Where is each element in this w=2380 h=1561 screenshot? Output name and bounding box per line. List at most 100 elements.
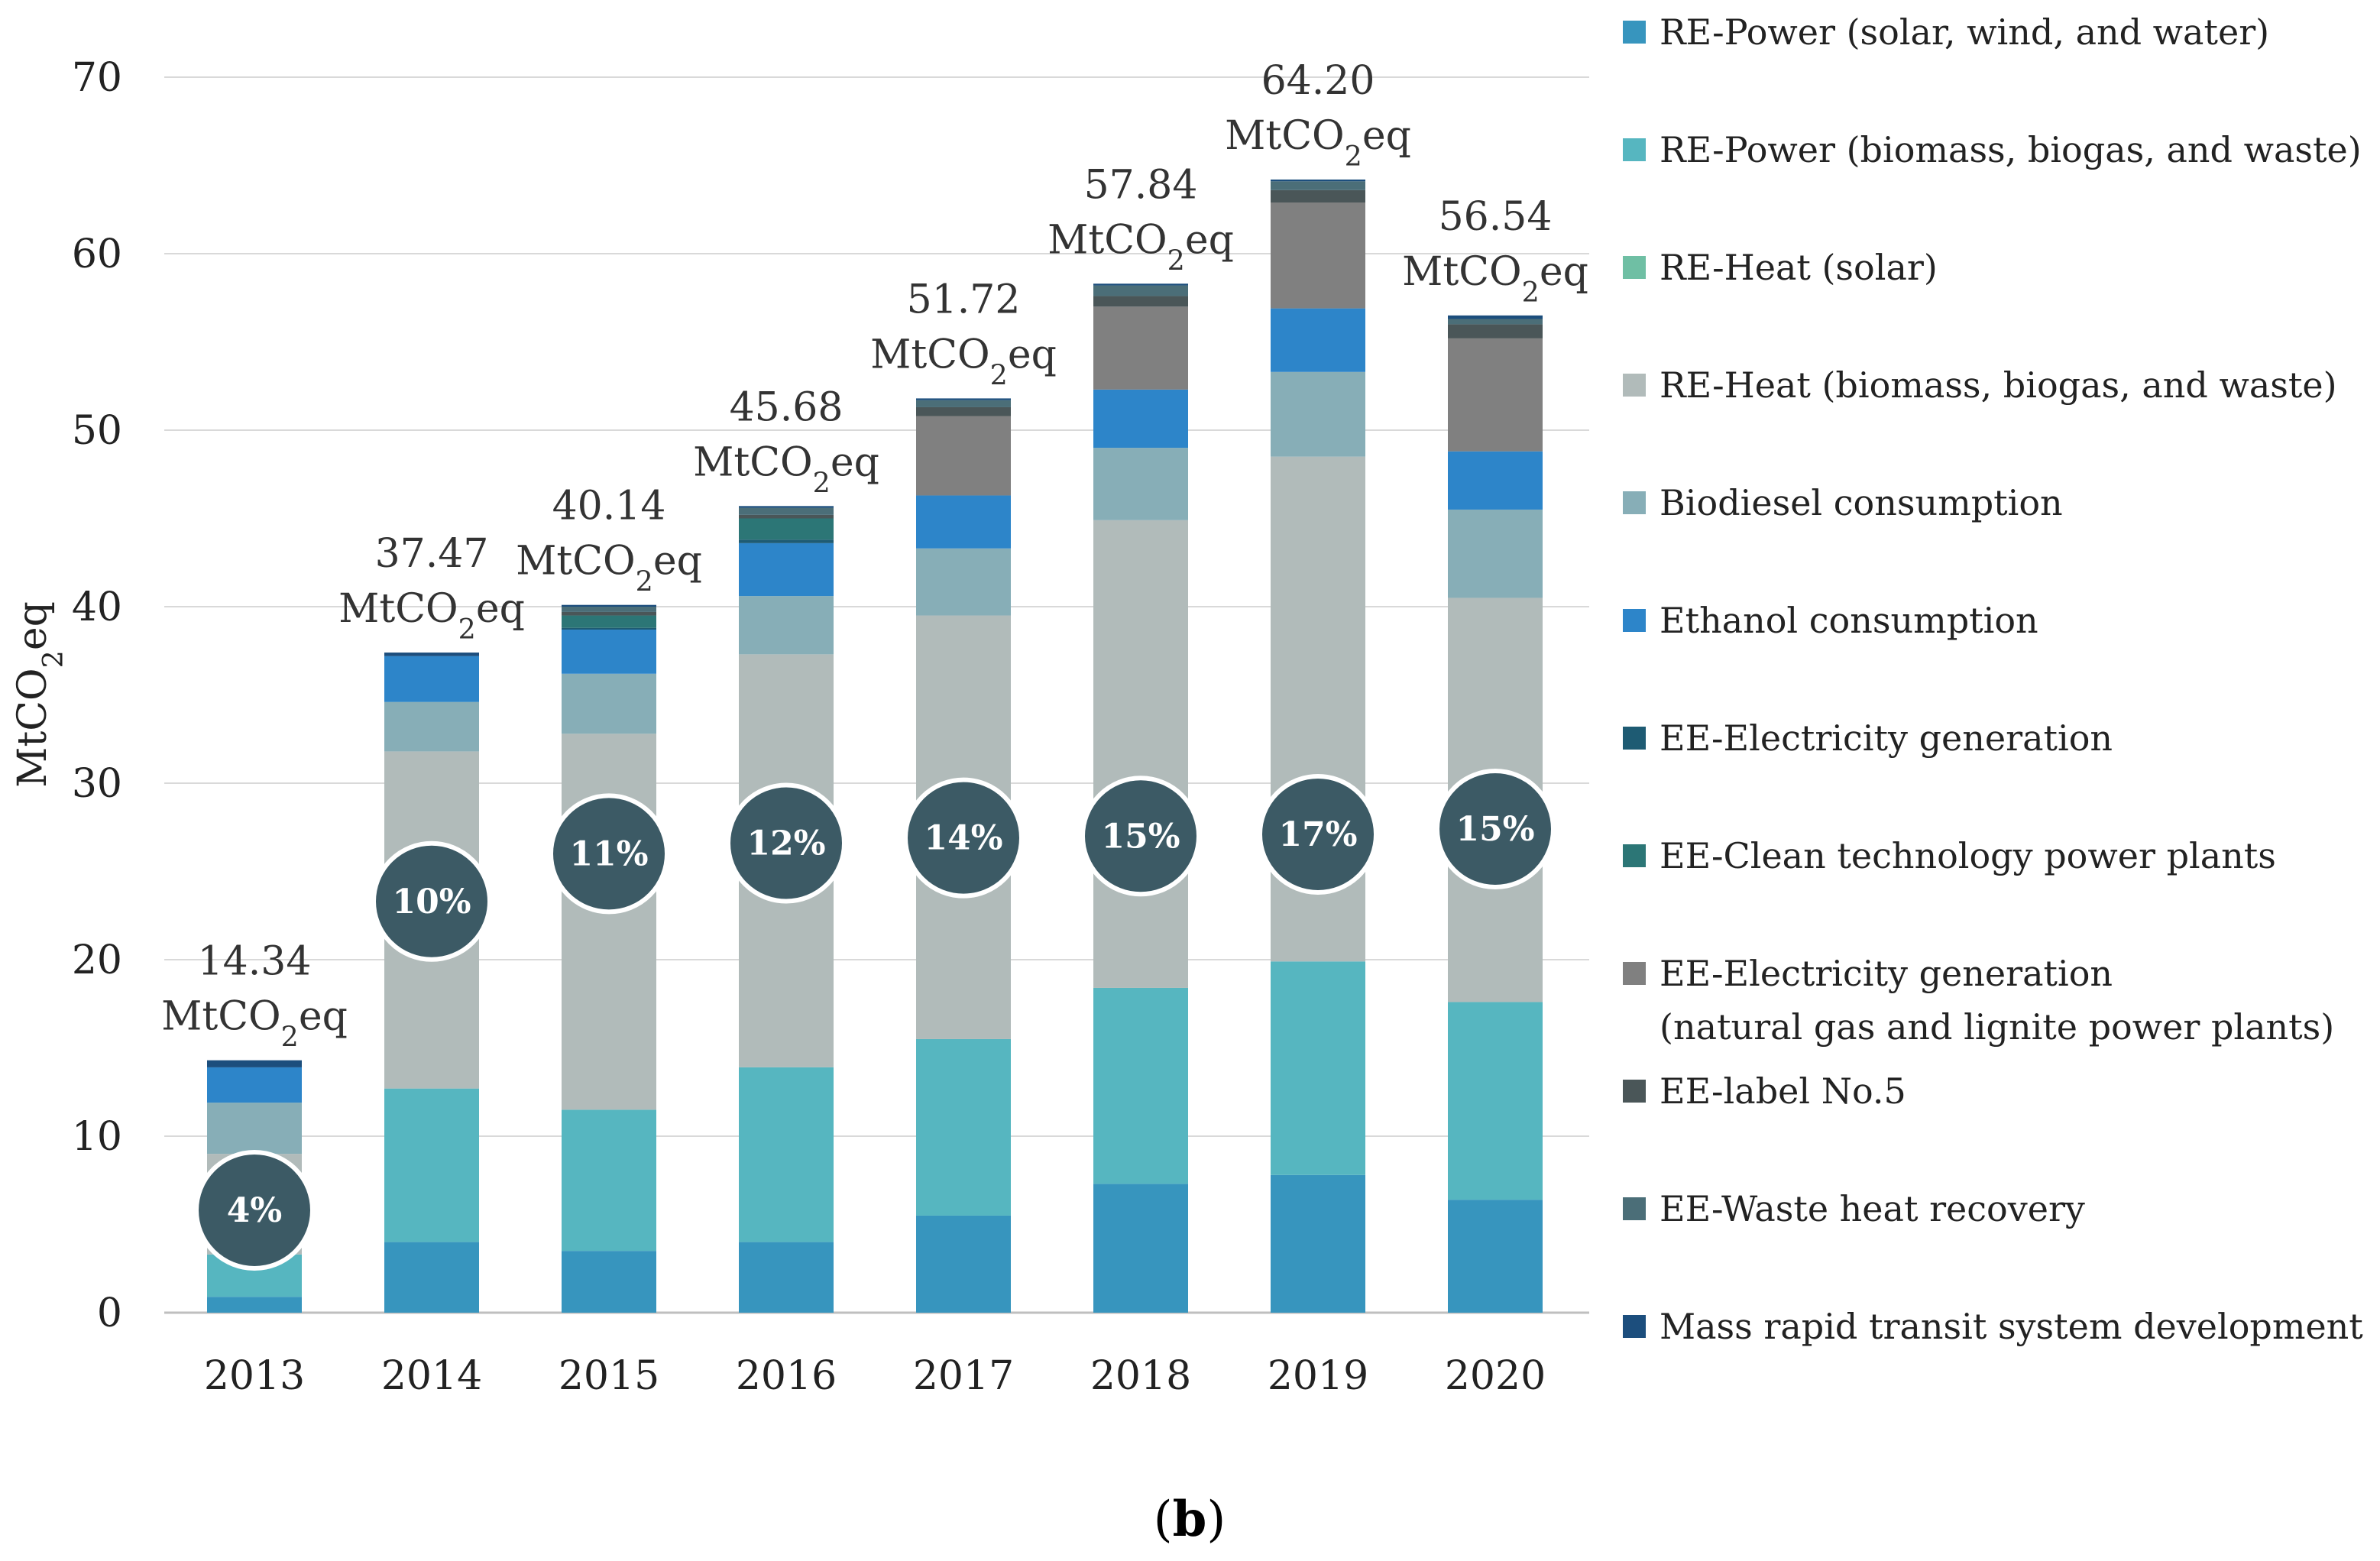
x-tick-label: 2018: [1090, 1353, 1191, 1399]
total-value-label: 37.47: [375, 531, 489, 577]
legend-swatch: [1623, 1197, 1646, 1220]
share-circle: [1258, 773, 1378, 895]
legend-swatch: [1623, 1315, 1646, 1338]
bar-segment: [1093, 306, 1188, 390]
bar-segment: [384, 653, 479, 656]
total-unit-label-sub: 2: [1522, 275, 1540, 308]
bar-segment: [1448, 324, 1543, 338]
total-unit-label: MtCO2eq: [161, 994, 348, 1054]
legend-label: Ethanol consumption: [1660, 600, 2038, 641]
total-unit-label-sub: 2: [636, 565, 653, 598]
bar-segment: [562, 734, 656, 1110]
legend-swatch: [1623, 609, 1646, 632]
total-unit-label-sub: 2: [281, 1020, 299, 1053]
y-tick-label: 10: [72, 1114, 122, 1160]
bar-stack-2016: [739, 506, 834, 1313]
bar-segment: [739, 596, 834, 655]
legend-label: RE-Heat (biomass, biogas, and waste): [1660, 364, 2337, 406]
legend-swatch: [1623, 727, 1646, 750]
bar-segment: [384, 701, 479, 752]
bar-segment: [1093, 520, 1188, 988]
bar-segment: [739, 506, 834, 508]
total-unit-label-suffix: eq: [653, 539, 702, 585]
x-tick-label: 2013: [204, 1353, 305, 1399]
total-unit-label-suffix: eq: [476, 586, 525, 632]
bar-segment: [562, 673, 656, 734]
y-tick-label: 0: [97, 1291, 122, 1336]
legend-label: RE-Power (biomass, biogas, and waste): [1660, 129, 2362, 170]
bar-segment: [1093, 285, 1188, 296]
total-unit-label-main: MtCO: [1225, 113, 1345, 159]
total-unit-label: MtCO2eq: [1225, 113, 1411, 173]
total-value-label: 40.14: [552, 484, 666, 530]
y-axis-title-suffix: eq: [10, 601, 56, 650]
total-unit-label-sub: 2: [1167, 244, 1185, 277]
bar-segment: [739, 507, 834, 515]
bar-segment: [562, 611, 656, 616]
bar-segment: [562, 607, 656, 612]
x-tick-label: 2020: [1445, 1353, 1546, 1399]
legend-label: EE-Electricity generation: [1660, 953, 2113, 994]
bar-segment: [1271, 961, 1365, 1175]
bar-segment: [739, 539, 834, 543]
legend-swatch: [1623, 962, 1646, 985]
caption-close: ): [1206, 1491, 1226, 1548]
bar-segment: [1093, 1184, 1188, 1313]
bar-segment: [916, 495, 1011, 549]
share-percent-label: 4%: [227, 1191, 282, 1230]
total-unit-label: MtCO2eq: [516, 539, 702, 598]
share-circle: [1080, 776, 1201, 897]
bar-segment: [739, 1067, 834, 1242]
total-unit-label: MtCO2eq: [1048, 217, 1234, 277]
legend-swatch: [1623, 21, 1646, 44]
legend-label: EE-label No.5: [1660, 1070, 1906, 1112]
bar-segment: [384, 1088, 479, 1242]
y-tick-label: 20: [72, 938, 122, 983]
total-unit-label: MtCO2eq: [338, 586, 525, 646]
total-value-label: 51.72: [907, 277, 1021, 322]
bar-stack-2015: [562, 604, 656, 1313]
share-percent-label: 14%: [924, 819, 1002, 858]
legend-label: (natural gas and lignite power plants): [1660, 1006, 2334, 1048]
caption-letter: b: [1173, 1491, 1207, 1548]
bar-segment: [1271, 202, 1365, 309]
y-axis-title-main: MtCO: [10, 668, 56, 788]
bar-stack-2019: [1271, 179, 1365, 1313]
share-circle: [726, 782, 847, 904]
total-unit-label-suffix: eq: [299, 994, 348, 1040]
bar-segment: [562, 1109, 656, 1252]
total-unit-label: MtCO2eq: [870, 332, 1057, 391]
bar-segment: [1093, 389, 1188, 449]
total-unit-label-suffix: eq: [1540, 249, 1588, 295]
bar-stack-2018: [1093, 283, 1188, 1313]
total-unit-label-main: MtCO: [870, 332, 990, 377]
figure-caption: (b): [1154, 1491, 1226, 1548]
share-percent-label: 11%: [569, 834, 648, 873]
bar-segment: [1093, 987, 1188, 1184]
bar-segment: [1448, 1200, 1543, 1313]
total-unit-label-sub: 2: [990, 358, 1008, 391]
legend-label: Biodiesel consumption: [1660, 482, 2063, 523]
bar-segment: [1271, 1174, 1365, 1313]
bar-segment: [1093, 296, 1188, 307]
total-unit-label: MtCO2eq: [1402, 249, 1588, 309]
legend-swatch: [1623, 1080, 1646, 1103]
bar-segment: [1448, 338, 1543, 452]
bar-segment: [562, 630, 656, 674]
bar-segment: [562, 1251, 656, 1313]
bar-segment: [1271, 181, 1365, 190]
bar-segment: [916, 1038, 1011, 1216]
total-unit-label-main: MtCO: [338, 586, 458, 632]
legend-swatch: [1623, 138, 1646, 161]
share-percent-label: 15%: [1101, 817, 1180, 856]
bar-segment: [1448, 1002, 1543, 1200]
share-percent-label: 17%: [1278, 815, 1357, 854]
total-unit-label-main: MtCO: [693, 439, 813, 485]
bar-segment: [1448, 509, 1543, 598]
total-unit-label-main: MtCO: [516, 539, 636, 585]
bar-segment: [207, 1067, 302, 1103]
bar-segment: [1448, 451, 1543, 510]
total-unit-label-sub: 2: [813, 466, 831, 499]
